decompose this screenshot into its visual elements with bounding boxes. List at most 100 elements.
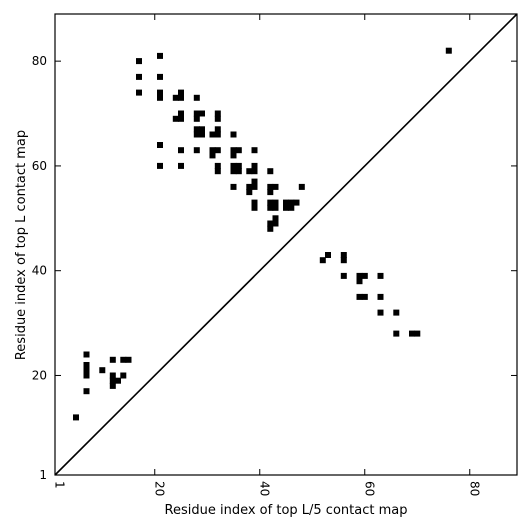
contact-point: [230, 131, 237, 138]
y-axis-label: Residue index of top L contact map: [14, 130, 29, 360]
contact-point: [178, 147, 184, 154]
contact-point: [251, 178, 258, 185]
contact-point: [109, 356, 116, 363]
contact-point: [178, 162, 184, 169]
contact-point: [230, 152, 237, 159]
contact-point: [136, 73, 142, 80]
contact-point: [393, 330, 400, 337]
contact-point: [377, 272, 384, 279]
contact-point: [83, 388, 90, 395]
x-tick-label: 1: [53, 481, 67, 489]
contact-point: [125, 356, 132, 363]
x-axis-label: Residue index of top L/5 contact map: [165, 503, 408, 518]
contact-point: [267, 204, 274, 211]
contact-point: [356, 272, 363, 279]
contact-point: [199, 110, 205, 117]
contact-point: [235, 147, 242, 154]
contact-point: [214, 126, 221, 133]
contact-point: [209, 152, 216, 159]
contact-point: [209, 131, 216, 138]
contact-point: [83, 367, 90, 374]
x-axis-ticks: 1 20 40 60 80: [53, 14, 481, 496]
contact-point: [214, 147, 221, 154]
contact-point: [109, 372, 116, 379]
contact-point: [214, 110, 221, 117]
contact-point: [199, 131, 205, 138]
contact-point: [230, 162, 237, 169]
contact-point: [230, 168, 237, 175]
contact-point: [83, 372, 90, 379]
contact-point: [272, 215, 279, 222]
contact-point: [209, 147, 216, 154]
contact-points: [73, 47, 452, 421]
y-tick-label: 40: [32, 264, 47, 278]
contact-point: [283, 204, 289, 211]
contact-point: [214, 168, 221, 175]
contact-point: [356, 278, 363, 285]
contact-point: [193, 94, 200, 101]
contact-point: [251, 147, 258, 154]
contact-point: [272, 204, 279, 211]
contact-point: [409, 330, 415, 337]
contact-point: [267, 189, 274, 196]
contact-point: [251, 183, 258, 190]
contact-point: [109, 377, 116, 384]
x-tick-label: 40: [257, 481, 271, 496]
contact-point: [230, 147, 237, 154]
x-tick-label: 60: [362, 481, 376, 496]
contact-point: [246, 183, 253, 190]
contact-point: [393, 309, 400, 316]
y-tick-label: 1: [39, 468, 47, 482]
contact-point: [178, 115, 184, 122]
contact-point: [251, 162, 258, 169]
contact-point: [251, 168, 258, 175]
contact-point: [193, 110, 200, 117]
contact-point: [73, 414, 79, 421]
contact-point: [246, 189, 253, 196]
contact-point: [193, 115, 200, 122]
contact-point: [83, 362, 90, 368]
contact-point: [319, 257, 326, 264]
contact-point: [157, 52, 163, 59]
contact-point: [136, 89, 142, 96]
y-tick-label: 60: [32, 159, 47, 173]
contact-point: [288, 204, 295, 211]
contact-point: [99, 367, 106, 374]
contact-point: [115, 377, 121, 384]
contact-point: [288, 199, 295, 206]
contact-point: [251, 204, 258, 211]
contact-point: [157, 162, 163, 169]
contact-point: [272, 220, 279, 227]
contact-point: [361, 293, 368, 300]
contact-point: [356, 293, 363, 300]
contact-point: [178, 89, 184, 96]
contact-point: [293, 199, 300, 206]
contact-point: [157, 94, 163, 101]
contact-point: [178, 110, 184, 117]
contact-point: [120, 356, 127, 363]
contact-point: [136, 58, 142, 65]
contact-point: [178, 94, 184, 101]
contact-point: [377, 309, 384, 316]
contact-point: [377, 293, 384, 300]
contact-point: [214, 115, 221, 122]
contact-point: [272, 199, 279, 206]
contact-point: [235, 162, 242, 169]
contact-point: [172, 94, 179, 101]
contact-point: [272, 183, 279, 190]
contact-point: [340, 257, 347, 264]
contact-point: [361, 272, 368, 279]
contact-point: [445, 47, 452, 54]
contact-point: [120, 372, 127, 379]
contact-point: [325, 252, 331, 258]
contact-point: [267, 220, 274, 227]
contact-point: [109, 382, 116, 389]
contact-point: [157, 73, 163, 80]
contact-point: [267, 199, 274, 206]
x-tick-label: 20: [152, 481, 166, 496]
diagonal-line: [54, 13, 518, 476]
contact-point: [214, 131, 221, 138]
contact-point: [246, 168, 253, 175]
contact-point: [157, 142, 163, 148]
